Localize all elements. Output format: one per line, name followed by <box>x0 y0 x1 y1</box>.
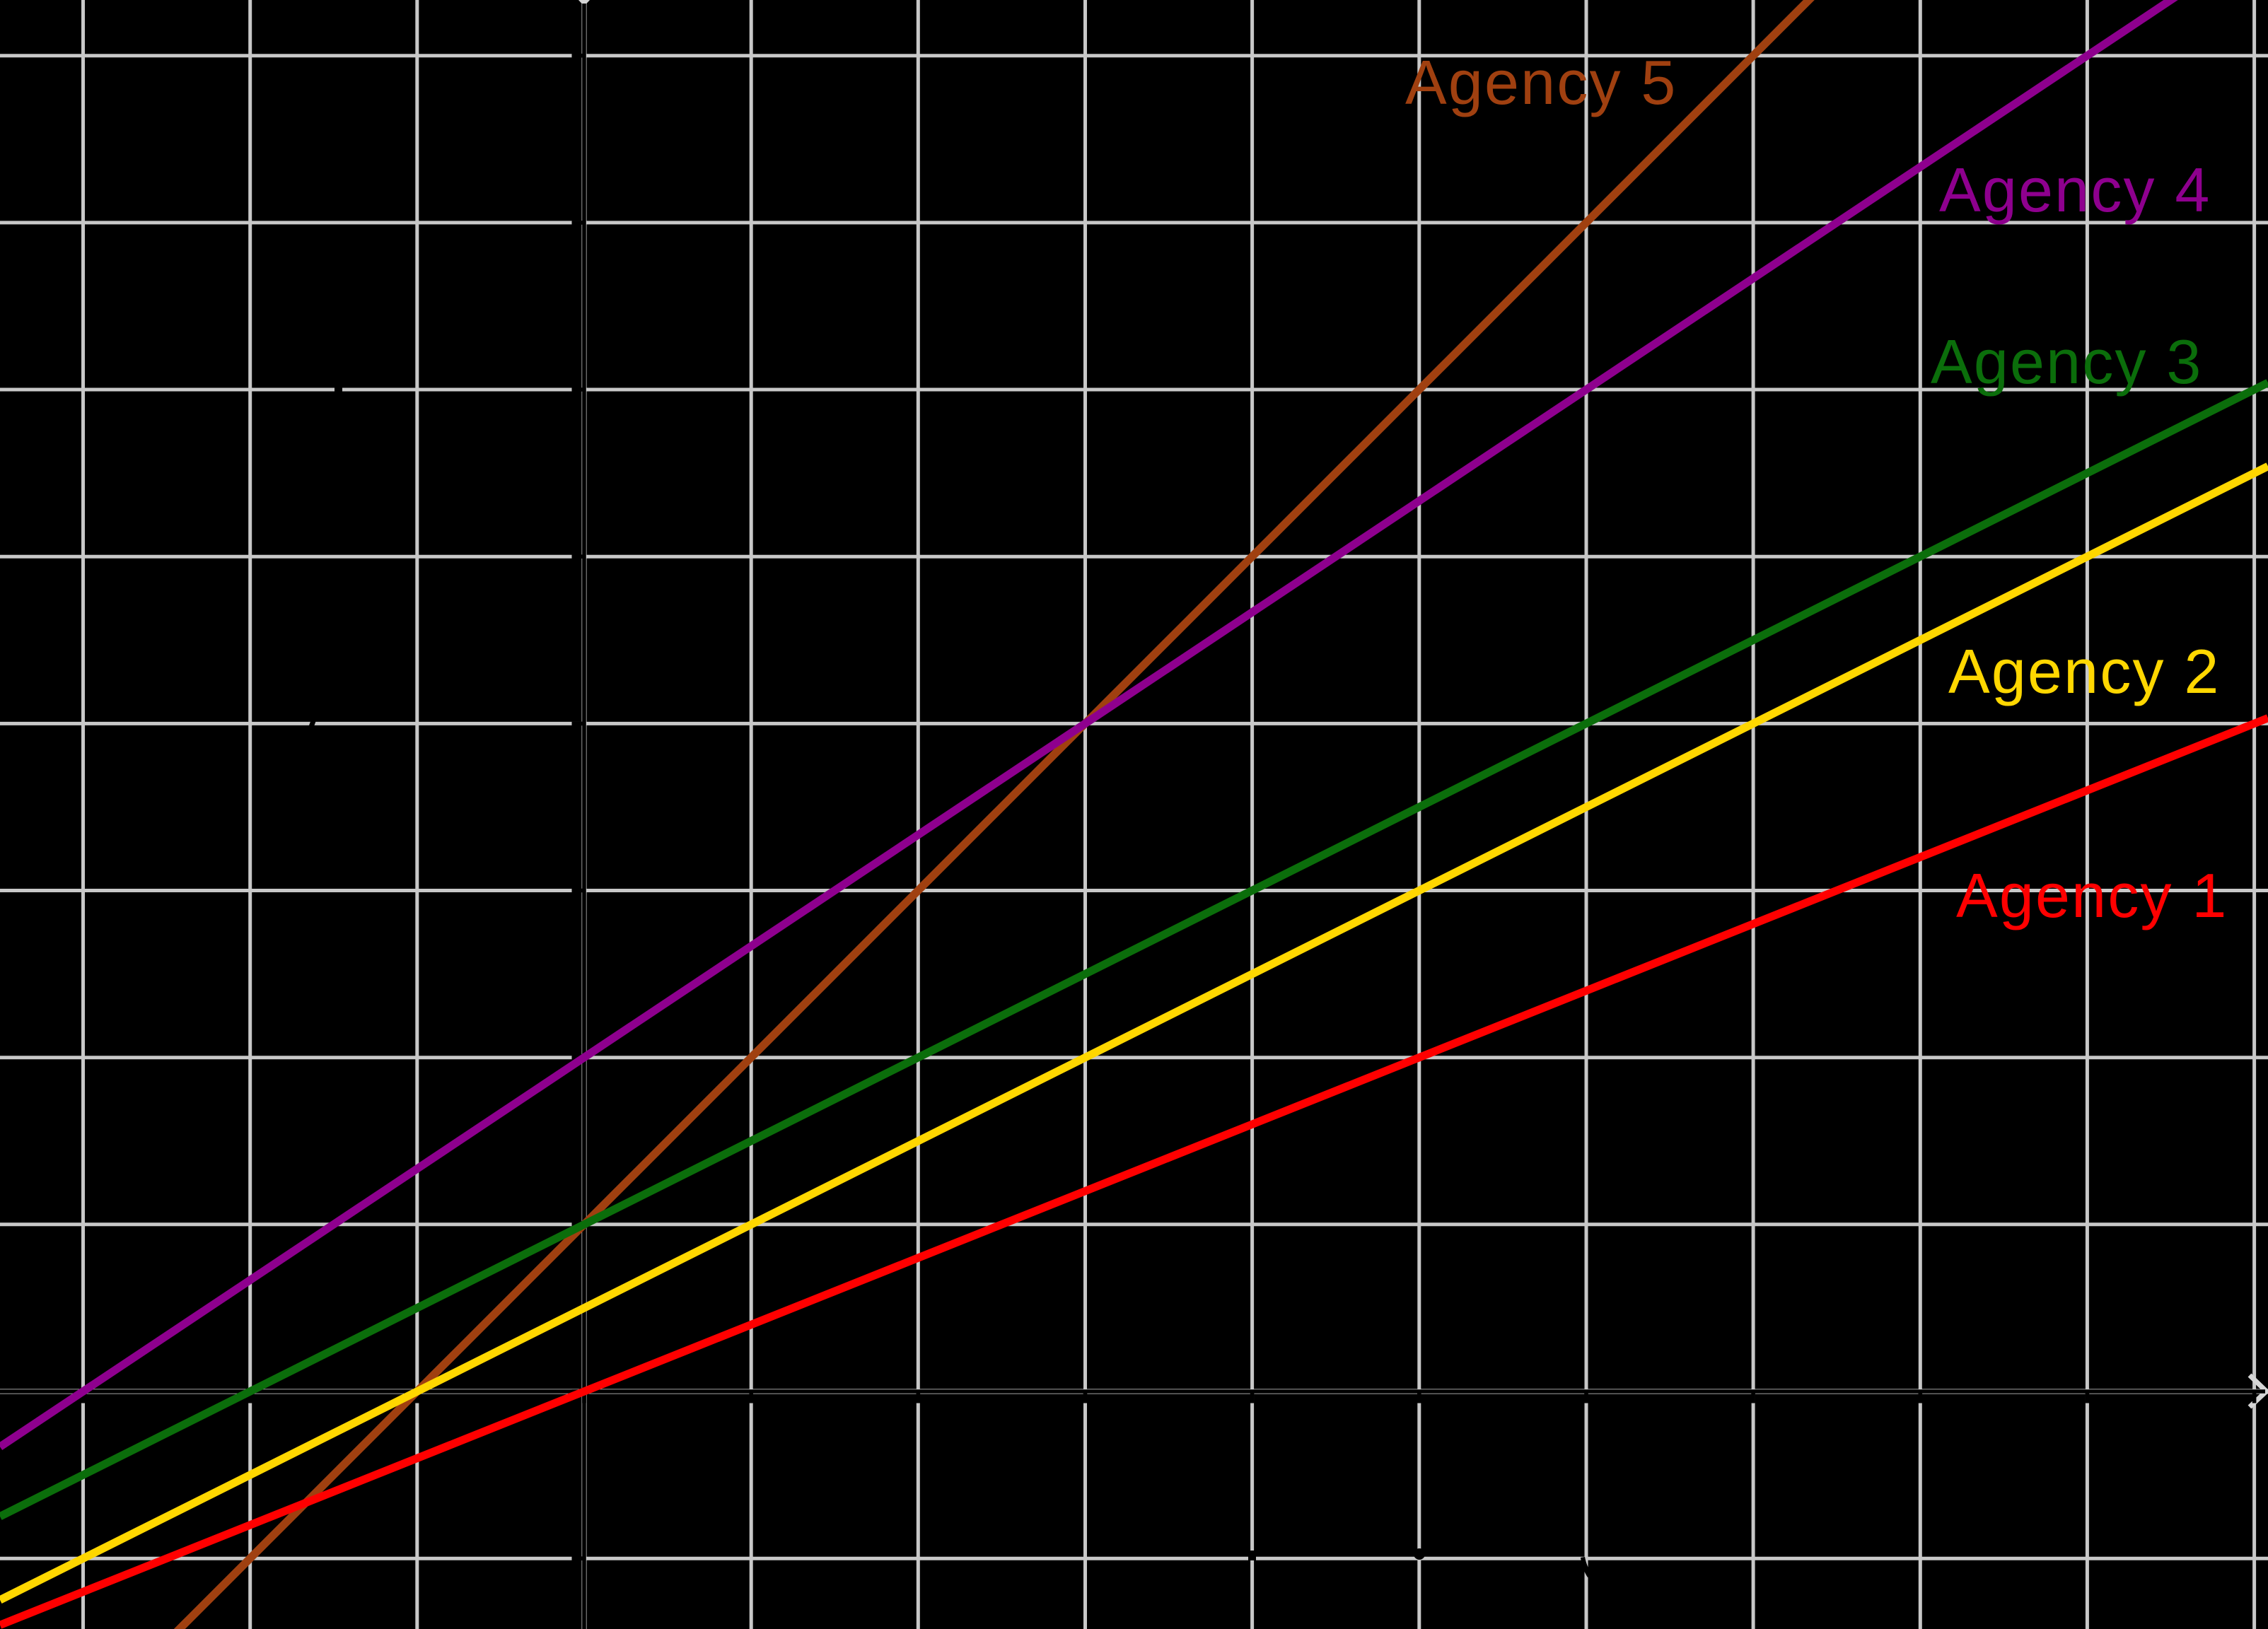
svg-text:Agency 3: Agency 3 <box>1931 327 2203 397</box>
svg-text:Agency 2: Agency 2 <box>1948 636 2221 706</box>
svg-text:Agency 4: Agency 4 <box>1939 155 2211 225</box>
svg-text:Agency 5: Agency 5 <box>1405 47 1677 117</box>
svg-text:Agency 1: Agency 1 <box>1956 860 2228 930</box>
